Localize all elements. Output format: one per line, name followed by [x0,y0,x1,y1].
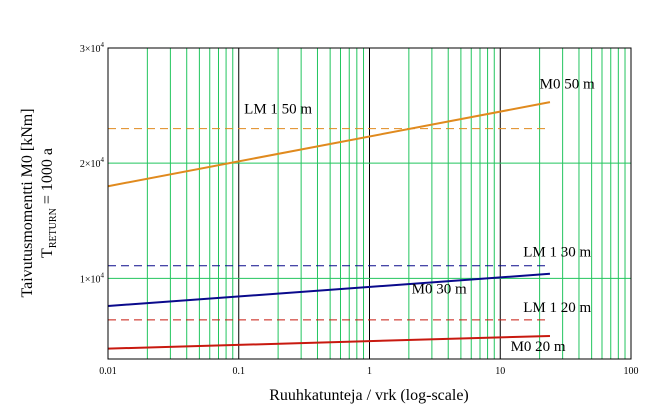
y-tick-mantissa: 1×10 [80,274,101,285]
y-axis-label-line1: Taivutusmomentti M0 [kNm] [19,108,36,297]
y-tick-exponent: 4 [101,156,105,164]
x-tick-label: 1 [367,366,372,377]
y-tick-exponent: 4 [101,271,105,279]
y-axis-label-t: T [39,248,56,258]
annotation-label: LM 1 30 m [523,244,591,260]
x-tick-labels: 0.01 0.1 1 10 100 [99,366,638,377]
x-tick-label: 10 [495,366,505,377]
y-axis-label-subscript: RETURN [48,208,59,248]
annotation-label: M0 30 m [412,281,467,297]
annotation-label: LM 1 20 m [523,300,591,316]
annotation-label: LM 1 50 m [244,102,312,118]
y-tick-mantissa: 2×10 [80,159,101,170]
x-tick-label: 100 [624,366,639,377]
y-axis-label-rest: = 1000 a [39,148,56,208]
y-tick-label: 3×104 [80,41,105,55]
series-line-m0-20-m [107,334,550,350]
series-line-m0-30-m [107,272,551,308]
series-line-m0-50-m [107,101,551,188]
y-tick-label: 1×104 [80,271,105,285]
y-tick-mantissa: 3×10 [80,44,101,55]
y-tick-label: 2×104 [80,156,105,170]
annotation-label: M0 20 m [511,339,566,355]
plot-frame [107,47,632,360]
y-tick-exponent: 4 [101,41,105,49]
annotation-label: M0 50 m [540,76,595,92]
x-tick-label: 0.1 [233,366,246,377]
x-axis-label: Ruuhkatunteja / vrk (log-scale) [269,387,469,404]
annotations: M0 50 m LM 1 50 m LM 1 30 m M0 30 m LM 1 20 … [244,76,595,355]
y-axis-label-line2: TRETURN = 1000 a [39,148,59,258]
grid [108,48,631,359]
x-tick-label: 0.01 [99,366,117,377]
series-lines [107,101,551,350]
